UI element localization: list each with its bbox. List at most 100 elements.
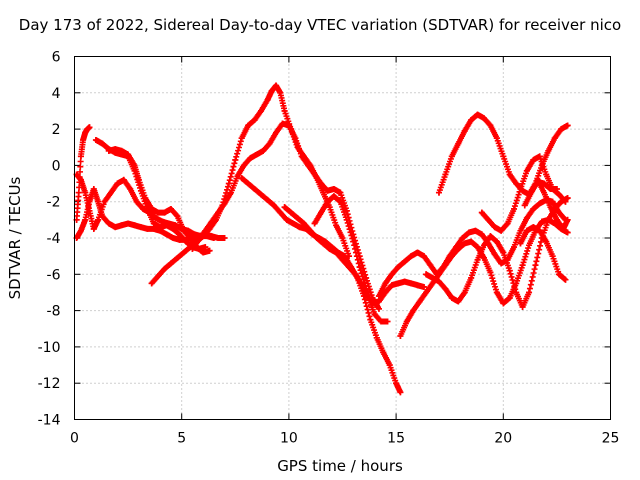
y-tick-label: -8 bbox=[47, 304, 61, 320]
data-point bbox=[511, 244, 518, 251]
data-point bbox=[232, 156, 239, 163]
data-point bbox=[528, 189, 535, 196]
data-point bbox=[251, 117, 258, 124]
chart-title: Day 173 of 2022, Sidereal Day-to-day VTE… bbox=[18, 16, 622, 34]
data-point bbox=[388, 271, 395, 278]
data-point bbox=[530, 156, 537, 163]
data-point bbox=[420, 284, 427, 291]
data-point bbox=[105, 220, 112, 227]
data-point bbox=[551, 135, 558, 142]
data-point bbox=[118, 222, 125, 229]
data-point bbox=[234, 173, 241, 180]
data-point bbox=[264, 97, 271, 104]
data-point bbox=[172, 222, 179, 229]
data-point bbox=[367, 316, 374, 323]
data-point bbox=[373, 334, 380, 341]
data-point bbox=[545, 216, 552, 223]
data-point bbox=[277, 89, 284, 96]
data-point bbox=[491, 251, 498, 258]
data-point bbox=[131, 222, 138, 229]
data-point bbox=[135, 176, 142, 183]
data-point bbox=[558, 126, 565, 133]
series-track-10 bbox=[311, 193, 427, 307]
data-point bbox=[448, 153, 455, 160]
data-point bbox=[474, 244, 481, 251]
data-point bbox=[382, 280, 389, 287]
data-point bbox=[459, 235, 466, 241]
data-point bbox=[180, 227, 187, 234]
data-point bbox=[95, 198, 102, 205]
data-point bbox=[363, 285, 370, 292]
data-point bbox=[513, 180, 520, 187]
data-point bbox=[350, 238, 357, 245]
data-point bbox=[82, 216, 89, 223]
data-point bbox=[549, 253, 556, 260]
data-point bbox=[556, 209, 563, 216]
data-point bbox=[356, 264, 363, 271]
data-point bbox=[395, 280, 402, 287]
data-point bbox=[189, 245, 196, 252]
data-point bbox=[375, 293, 382, 300]
data-point bbox=[481, 115, 488, 122]
x-tick-label: 0 bbox=[70, 431, 79, 447]
data-point bbox=[532, 262, 539, 269]
data-point bbox=[517, 227, 524, 234]
data-point bbox=[333, 222, 340, 229]
data-point bbox=[311, 220, 318, 227]
data-point bbox=[491, 224, 498, 231]
data-point bbox=[311, 171, 318, 178]
data-point bbox=[215, 209, 222, 216]
data-point bbox=[523, 227, 530, 234]
data-point bbox=[221, 200, 228, 207]
data-point bbox=[150, 220, 157, 227]
data-point bbox=[167, 205, 174, 212]
data-point bbox=[481, 242, 488, 249]
data-point bbox=[553, 185, 560, 192]
data-point bbox=[500, 153, 507, 160]
data-point bbox=[474, 111, 481, 118]
data-point bbox=[202, 227, 209, 234]
data-point bbox=[386, 362, 393, 369]
data-point bbox=[506, 267, 513, 274]
data-point bbox=[536, 227, 543, 234]
data-point bbox=[442, 285, 449, 292]
data-point bbox=[277, 209, 284, 216]
data-point bbox=[485, 216, 492, 223]
data-point bbox=[324, 198, 331, 205]
data-point bbox=[455, 140, 462, 147]
data-point bbox=[294, 215, 301, 222]
data-point bbox=[442, 171, 449, 178]
data-point bbox=[114, 180, 121, 187]
data-point bbox=[541, 180, 548, 187]
y-tick-label: -4 bbox=[47, 231, 61, 247]
data-point bbox=[258, 107, 265, 114]
data-point bbox=[448, 294, 455, 301]
data-point bbox=[92, 136, 99, 143]
data-point bbox=[472, 227, 479, 234]
data-point bbox=[260, 147, 267, 154]
data-point bbox=[80, 136, 87, 143]
series-track-7 bbox=[189, 120, 382, 312]
data-point bbox=[343, 216, 350, 223]
data-point bbox=[526, 289, 533, 296]
data-point bbox=[517, 185, 524, 192]
data-point bbox=[478, 209, 485, 216]
x-tick-label: 5 bbox=[177, 431, 186, 447]
data-point bbox=[305, 162, 312, 169]
data-point bbox=[281, 204, 288, 211]
data-point bbox=[493, 289, 500, 296]
data-point bbox=[564, 229, 571, 236]
data-point bbox=[206, 247, 213, 254]
data-point bbox=[86, 124, 93, 131]
data-point bbox=[142, 195, 149, 202]
data-point bbox=[429, 274, 436, 281]
data-point bbox=[101, 198, 108, 205]
data-point bbox=[161, 209, 168, 216]
data-point bbox=[375, 298, 382, 305]
data-point bbox=[442, 262, 449, 269]
data-point bbox=[564, 216, 571, 223]
data-point bbox=[556, 191, 563, 198]
data-point bbox=[538, 218, 545, 225]
data-point bbox=[105, 147, 112, 154]
data-point bbox=[268, 87, 275, 94]
